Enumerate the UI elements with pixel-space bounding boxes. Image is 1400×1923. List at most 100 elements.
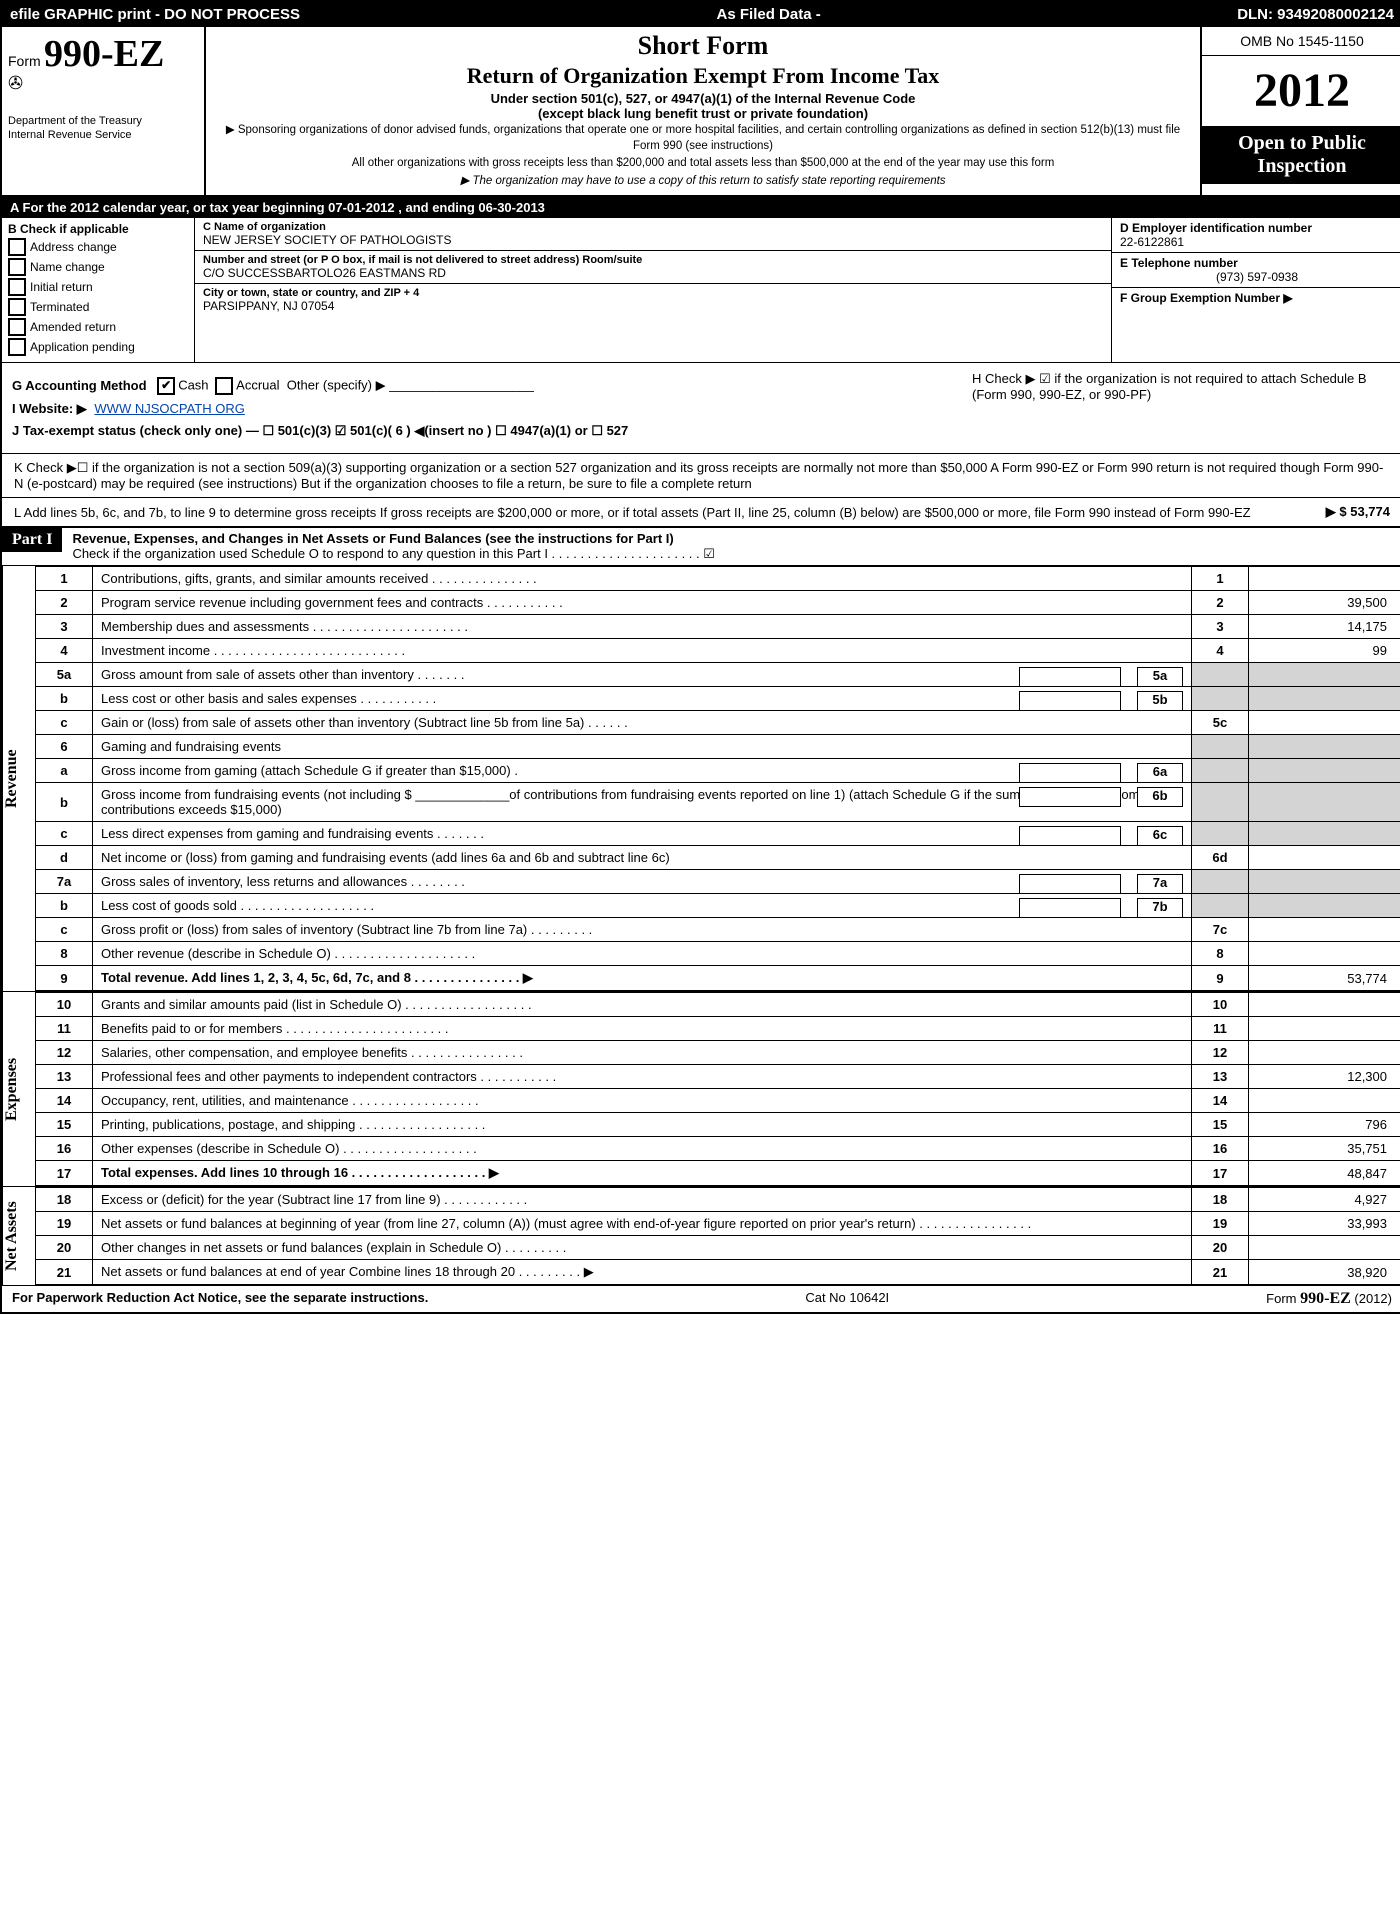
b-checkbox-line: Amended return [8, 318, 188, 336]
b-checkbox-line: Terminated [8, 298, 188, 316]
line-number: c [36, 711, 93, 735]
line-code: 5c [1192, 711, 1249, 735]
line-number: 6 [36, 735, 93, 759]
line-description: Gain or (loss) from sale of assets other… [93, 711, 1192, 735]
line-number: 5a [36, 663, 93, 687]
line-description: Total expenses. Add lines 10 through 16 … [93, 1161, 1192, 1186]
expenses-section: Expenses 10Grants and similar amounts pa… [2, 992, 1400, 1187]
cash-checkbox[interactable] [157, 377, 175, 395]
line-description: Grants and similar amounts paid (list in… [93, 993, 1192, 1017]
accrual-checkbox[interactable] [215, 377, 233, 395]
inline-line-value [1019, 874, 1121, 894]
part-1-sub: Check if the organization used Schedule … [72, 546, 714, 561]
opt-other: Other (specify) ▶ [287, 378, 386, 393]
line-number: b [36, 783, 93, 822]
header-row: Form 990-EZ ✇ Department of the Treasury… [2, 27, 1400, 197]
footer-left: For Paperwork Reduction Act Notice, see … [12, 1290, 428, 1308]
line-value-grey [1249, 759, 1400, 783]
note-1: ▶ Sponsoring organizations of donor advi… [216, 123, 1190, 154]
tax-year: 2012 [1202, 56, 1400, 126]
line-value: 39,500 [1249, 591, 1400, 615]
line-description: Net assets or fund balances at end of ye… [93, 1260, 1192, 1285]
line-number: 18 [36, 1188, 93, 1212]
checkbox[interactable] [8, 258, 26, 276]
line-number: 1 [36, 567, 93, 591]
line-row: 5aGross amount from sale of assets other… [36, 663, 1400, 687]
line-code-grey [1192, 687, 1249, 711]
line-code: 6d [1192, 846, 1249, 870]
line-row: 19Net assets or fund balances at beginni… [36, 1212, 1400, 1236]
subtitle-1: Under section 501(c), 527, or 4947(a)(1)… [216, 91, 1190, 106]
treasury-dept: Department of the Treasury [8, 114, 198, 128]
website-link[interactable]: WWW NJSOCPATH ORG [94, 401, 244, 416]
title-main: Return of Organization Exempt From Incom… [216, 63, 1190, 89]
i-label: I Website: ▶ [12, 401, 87, 416]
line-value-grey [1249, 783, 1400, 822]
checkbox[interactable] [8, 338, 26, 356]
line-number: a [36, 759, 93, 783]
line-code-grey [1192, 663, 1249, 687]
line-value: 99 [1249, 639, 1400, 663]
inline-line-value [1019, 787, 1121, 807]
netassets-section: Net Assets 18Excess or (deficit) for the… [2, 1187, 1400, 1286]
line-number: 16 [36, 1137, 93, 1161]
line-code-grey [1192, 822, 1249, 846]
line-code: 1 [1192, 567, 1249, 591]
checkbox-label: Terminated [30, 300, 89, 314]
line-number: b [36, 687, 93, 711]
line-value-grey [1249, 687, 1400, 711]
inline-line-code: 6a [1137, 763, 1183, 783]
checkbox[interactable] [8, 238, 26, 256]
line-code-grey [1192, 783, 1249, 822]
opt-accrual: Accrual [236, 378, 279, 393]
inline-line-code: 5a [1137, 667, 1183, 687]
line-value [1249, 846, 1400, 870]
line-description: Investment income . . . . . . . . . . . … [93, 639, 1192, 663]
line-code: 15 [1192, 1113, 1249, 1137]
line-row: cLess direct expenses from gaming and fu… [36, 822, 1400, 846]
line-code-grey [1192, 759, 1249, 783]
row-a-calendar-year: A For the 2012 calendar year, or tax yea… [2, 197, 1400, 218]
col-d-numbers: D Employer identification number 22-6122… [1111, 218, 1400, 362]
checkbox[interactable] [8, 298, 26, 316]
top-bar-mid: As Filed Data - [717, 6, 821, 23]
line-code: 21 [1192, 1260, 1249, 1285]
line-code: 10 [1192, 993, 1249, 1017]
line-value-grey [1249, 894, 1400, 918]
group-exemption-label: F Group Exemption Number ▶ [1120, 291, 1293, 305]
line-code: 19 [1192, 1212, 1249, 1236]
line-description: Gross profit or (loss) from sales of inv… [93, 918, 1192, 942]
line-code: 13 [1192, 1065, 1249, 1089]
line-value-grey [1249, 735, 1400, 759]
line-description: Professional fees and other payments to … [93, 1065, 1192, 1089]
line-number: 7a [36, 870, 93, 894]
line-code: 7c [1192, 918, 1249, 942]
j-tax-exempt: J Tax-exempt status (check only one) — ☐… [12, 423, 628, 438]
line-row: 8Other revenue (describe in Schedule O) … [36, 942, 1400, 966]
org-name-label: C Name of organization [203, 221, 1103, 233]
line-number: 20 [36, 1236, 93, 1260]
top-bar: efile GRAPHIC print - DO NOT PROCESS As … [2, 2, 1400, 27]
line-number: 13 [36, 1065, 93, 1089]
line-row: dNet income or (loss) from gaming and fu… [36, 846, 1400, 870]
line-number: 12 [36, 1041, 93, 1065]
ein-label: D Employer identification number [1120, 221, 1394, 235]
line-row: bGross income from fundraising events (n… [36, 783, 1400, 822]
line-code: 20 [1192, 1236, 1249, 1260]
revenue-table: 1Contributions, gifts, grants, and simil… [35, 566, 1400, 991]
line-description: Benefits paid to or for members . . . . … [93, 1017, 1192, 1041]
line-row: 15Printing, publications, postage, and s… [36, 1113, 1400, 1137]
expenses-side-label: Expenses [2, 992, 35, 1186]
line-description: Total revenue. Add lines 1, 2, 3, 4, 5c,… [93, 966, 1192, 991]
line-number: c [36, 822, 93, 846]
line-value [1249, 711, 1400, 735]
b-label: B Check if applicable [8, 222, 188, 236]
checkbox[interactable] [8, 278, 26, 296]
line-description: Less direct expenses from gaming and fun… [93, 822, 1192, 846]
line-row: 9Total revenue. Add lines 1, 2, 3, 4, 5c… [36, 966, 1400, 991]
checkbox[interactable] [8, 318, 26, 336]
line-row: 12Salaries, other compensation, and empl… [36, 1041, 1400, 1065]
title-short: Short Form [216, 31, 1190, 61]
footer-right: Form 990-EZ (2012) [1266, 1290, 1392, 1308]
line-description: Other changes in net assets or fund bala… [93, 1236, 1192, 1260]
